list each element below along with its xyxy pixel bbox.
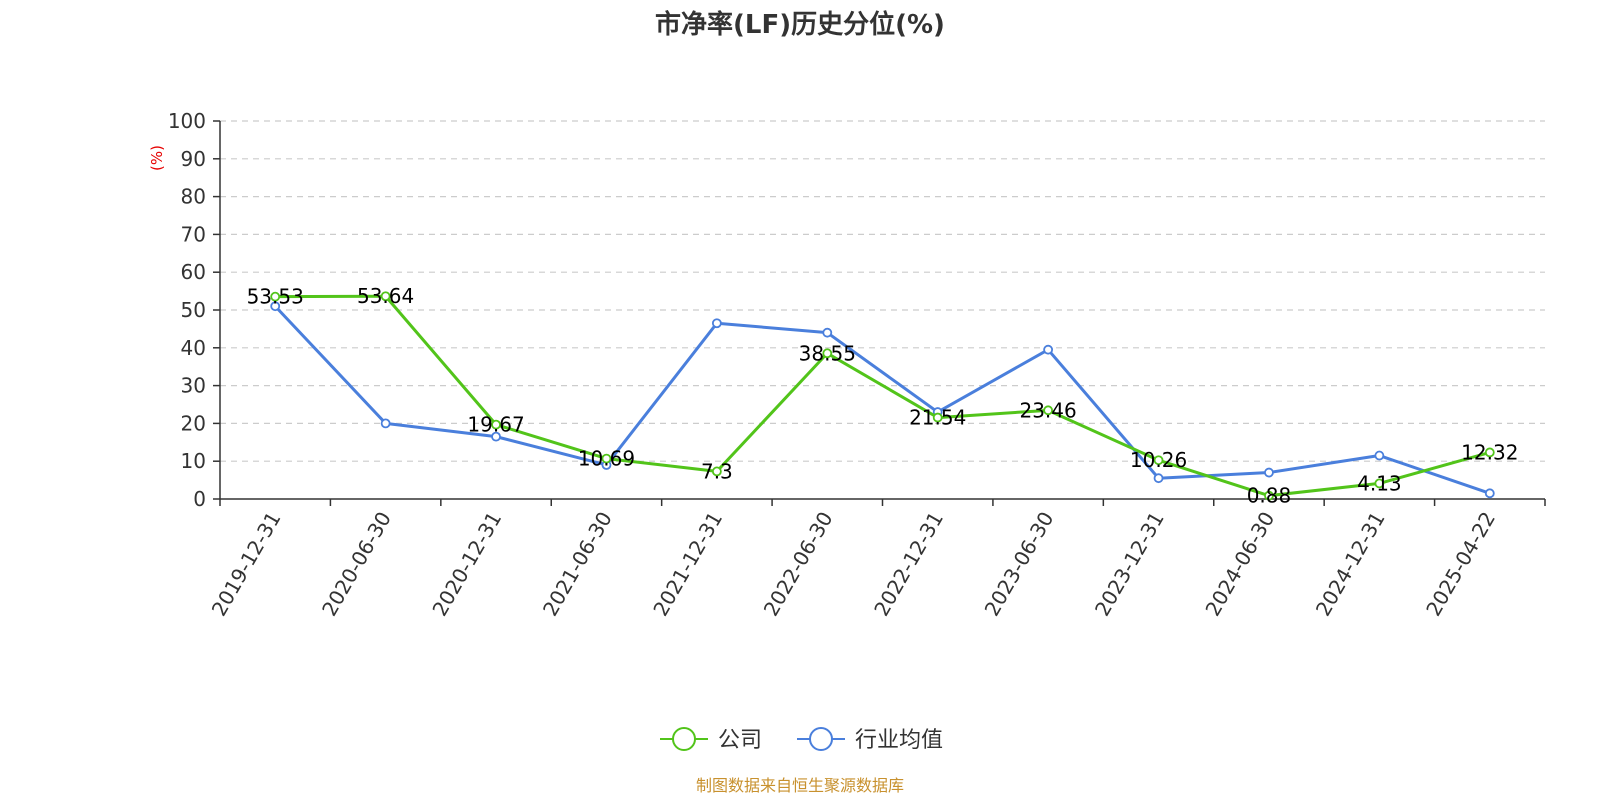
legend-label: 行业均值 <box>855 728 943 753</box>
data-label: 23.46 <box>1019 398 1076 422</box>
x-tick-label: 2022-06-30 <box>759 508 838 621</box>
legend[interactable]: 公司 行业均值 <box>660 727 943 753</box>
data-label: 12.32 <box>1461 440 1518 464</box>
data-point <box>1264 467 1274 478</box>
data-label: 0.88 <box>1247 484 1292 508</box>
data-point <box>270 301 281 312</box>
data-label: 10.26 <box>1130 448 1187 472</box>
data-point <box>1374 450 1385 461</box>
data-point <box>1484 447 1495 458</box>
x-tick-label: 2023-06-30 <box>980 508 1059 621</box>
data-point <box>932 412 943 423</box>
x-tick-label: 2022-12-31 <box>869 508 948 621</box>
data-point <box>711 466 722 477</box>
y-tick-label: 60 <box>181 260 206 284</box>
x-tick-label: 2024-12-31 <box>1311 508 1390 621</box>
x-tick-label: 2023-12-31 <box>1090 508 1169 621</box>
data-point <box>1043 344 1054 355</box>
y-tick-label: 20 <box>181 411 206 435</box>
data-point <box>1153 455 1164 466</box>
data-point <box>380 291 391 302</box>
data-label: 4.13 <box>1357 471 1402 495</box>
data-point <box>1264 490 1274 501</box>
y-tick-label: 10 <box>181 449 206 473</box>
x-tick-label: 2020-06-30 <box>317 508 396 621</box>
data-point <box>711 318 722 329</box>
y-tick-label: 100 <box>168 109 206 133</box>
data-label: 38.55 <box>799 341 856 365</box>
legend-item[interactable]: 行业均值 <box>797 727 943 753</box>
source-note: 制图数据来自恒生聚源数据库 <box>696 776 904 795</box>
data-point <box>491 419 501 430</box>
data-label: 53.53 <box>247 285 304 309</box>
y-tick-label: 70 <box>181 222 206 246</box>
data-point <box>1043 405 1054 416</box>
data-point <box>1374 478 1385 489</box>
legend-item[interactable]: 公司 <box>660 727 762 753</box>
data-label: 21.54 <box>909 406 966 430</box>
grid-lines <box>220 120 1545 462</box>
y-tick-label: 80 <box>181 185 206 209</box>
series-line <box>274 305 1491 495</box>
data-point <box>1484 488 1495 499</box>
y-tick-label: 50 <box>181 298 206 322</box>
data-point <box>1153 473 1164 484</box>
y-tick-label: 40 <box>181 336 206 360</box>
x-tick-label: 2020-12-31 <box>427 508 506 621</box>
data-point <box>601 453 612 464</box>
series-line <box>275 294 1491 498</box>
x-tick-label: 2019-12-31 <box>207 508 286 621</box>
y-axis-unit: (%) <box>148 145 166 171</box>
x-tick-label: 2024-06-30 <box>1200 508 1279 621</box>
x-tick-label: 2021-12-31 <box>648 508 727 621</box>
x-axis-ticks: 2019-12-31 2020-06-30 2020-12-31 2021-06-30… <box>207 499 1546 621</box>
y-tick-label: 30 <box>181 374 206 398</box>
y-tick-label: 0 <box>193 487 206 511</box>
data-point <box>270 291 281 302</box>
data-point <box>491 431 501 442</box>
data-label: 19.67 <box>467 413 524 437</box>
y-axis-ticks: 0 10 20 30 40 50 60 70 80 90 100 <box>168 109 220 511</box>
legend-label: 公司 <box>718 728 762 753</box>
legend-marker <box>809 727 833 751</box>
chart-title: 市净率(LF)历史分位(%) <box>655 9 945 40</box>
data-labels: 53.53 53.64 19.67 10.69 7.3 38.55 21.54 23.46 10… <box>247 284 1519 507</box>
y-tick-label: 90 <box>181 147 206 171</box>
series-layer <box>270 291 1495 501</box>
data-label: 10.69 <box>578 447 635 471</box>
data-point <box>822 348 833 359</box>
data-point <box>380 418 391 429</box>
x-tick-label: 2025-04-22 <box>1421 508 1500 621</box>
x-tick-label: 2021-06-30 <box>538 508 617 621</box>
data-point <box>822 327 833 338</box>
legend-marker <box>672 727 696 751</box>
data-label: 53.64 <box>357 284 414 308</box>
data-label: 7.3 <box>701 459 733 483</box>
